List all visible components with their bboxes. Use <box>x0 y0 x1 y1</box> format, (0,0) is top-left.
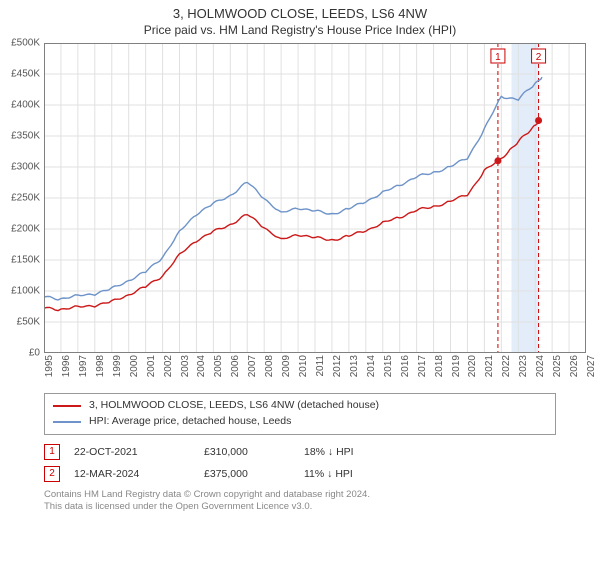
x-tick-label: 2025 <box>552 355 563 377</box>
x-tick-label: 2007 <box>247 355 258 377</box>
x-tick-label: 2004 <box>196 355 207 377</box>
y-tick-label: £350K <box>11 131 40 142</box>
x-tick-label: 2000 <box>129 355 140 377</box>
x-tick-label: 2018 <box>434 355 445 377</box>
y-tick-label: £400K <box>11 100 40 111</box>
x-tick-label: 2026 <box>569 355 580 377</box>
x-tick-label: 1996 <box>61 355 72 377</box>
x-tick-label: 2019 <box>451 355 462 377</box>
x-tick-label: 2015 <box>383 355 394 377</box>
sale-hpi: 11% ↓ HPI <box>304 468 353 480</box>
y-tick-label: £0 <box>29 348 40 359</box>
x-tick-label: 2011 <box>315 355 326 377</box>
x-tick-label: 2003 <box>180 355 191 377</box>
sale-marker: 1 <box>44 444 60 460</box>
y-tick-label: £200K <box>11 224 40 235</box>
x-tick-label: 2008 <box>264 355 275 377</box>
y-tick-label: £100K <box>11 286 40 297</box>
x-tick-label: 2014 <box>366 355 377 377</box>
y-tick-label: £500K <box>11 38 40 49</box>
copyright: Contains HM Land Registry data © Crown c… <box>44 489 556 514</box>
sale-date: 22-OCT-2021 <box>74 446 204 458</box>
x-tick-label: 2012 <box>332 355 343 377</box>
x-tick-label: 2027 <box>586 355 597 377</box>
x-tick-label: 2024 <box>535 355 546 377</box>
x-tick-label: 2022 <box>501 355 512 377</box>
chart-area: £0£50K£100K£150K£200K£250K£300K£350K£400… <box>44 43 586 353</box>
sale-price: £310,000 <box>204 446 304 458</box>
y-tick-label: £300K <box>11 162 40 173</box>
x-tick-label: 2009 <box>281 355 292 377</box>
sale-events: 1 22-OCT-2021£310,00018% ↓ HPI 2 12-MAR-202… <box>44 441 556 485</box>
chart-svg: 12 <box>44 43 586 353</box>
x-tick-label: 2020 <box>467 355 478 377</box>
x-tick-label: 1998 <box>95 355 106 377</box>
svg-text:1: 1 <box>495 52 501 63</box>
svg-text:2: 2 <box>536 52 542 63</box>
sale-price: £375,000 <box>204 468 304 480</box>
chart-title: 3, HOLMWOOD CLOSE, LEEDS, LS6 4NW <box>0 6 600 21</box>
x-tick-label: 2013 <box>349 355 360 377</box>
sale-hpi: 18% ↓ HPI <box>304 446 354 458</box>
x-tick-label: 2005 <box>213 355 224 377</box>
x-tick-label: 1995 <box>44 355 55 377</box>
x-tick-label: 2016 <box>400 355 411 377</box>
legend-swatch <box>53 405 81 407</box>
x-tick-label: 2006 <box>230 355 241 377</box>
sale-row: 1 22-OCT-2021£310,00018% ↓ HPI <box>44 441 556 463</box>
copyright-line2: This data is licensed under the Open Gov… <box>44 501 556 513</box>
x-tick-label: 2023 <box>518 355 529 377</box>
x-tick-label: 2017 <box>417 355 428 377</box>
sale-date: 12-MAR-2024 <box>74 468 204 480</box>
legend-label: HPI: Average price, detached house, Leed… <box>89 414 291 430</box>
legend-item: HPI: Average price, detached house, Leed… <box>53 414 547 430</box>
legend-label: 3, HOLMWOOD CLOSE, LEEDS, LS6 4NW (detac… <box>89 398 379 414</box>
chart-container: 3, HOLMWOOD CLOSE, LEEDS, LS6 4NW Price … <box>0 6 600 566</box>
x-tick-label: 1997 <box>78 355 89 377</box>
x-tick-label: 2002 <box>163 355 174 377</box>
sale-row: 2 12-MAR-2024£375,00011% ↓ HPI <box>44 463 556 485</box>
legend-item: 3, HOLMWOOD CLOSE, LEEDS, LS6 4NW (detac… <box>53 398 547 414</box>
y-tick-label: £250K <box>11 193 40 204</box>
copyright-line1: Contains HM Land Registry data © Crown c… <box>44 489 556 501</box>
x-tick-label: 2001 <box>146 355 157 377</box>
y-tick-label: £150K <box>11 255 40 266</box>
y-tick-label: £50K <box>17 317 40 328</box>
x-tick-label: 1999 <box>112 355 123 377</box>
sale-marker: 2 <box>44 466 60 482</box>
legend-swatch <box>53 421 81 423</box>
x-tick-label: 2010 <box>298 355 309 377</box>
x-tick-label: 2021 <box>484 355 495 377</box>
legend: 3, HOLMWOOD CLOSE, LEEDS, LS6 4NW (detac… <box>44 393 556 435</box>
y-tick-label: £450K <box>11 69 40 80</box>
chart-subtitle: Price paid vs. HM Land Registry's House … <box>0 23 600 37</box>
y-axis-labels: £0£50K£100K£150K£200K£250K£300K£350K£400… <box>2 43 42 353</box>
x-axis-labels: 1995 1996 1997 1998 1999 2000 2001 2002 2003 2004… <box>44 353 586 387</box>
